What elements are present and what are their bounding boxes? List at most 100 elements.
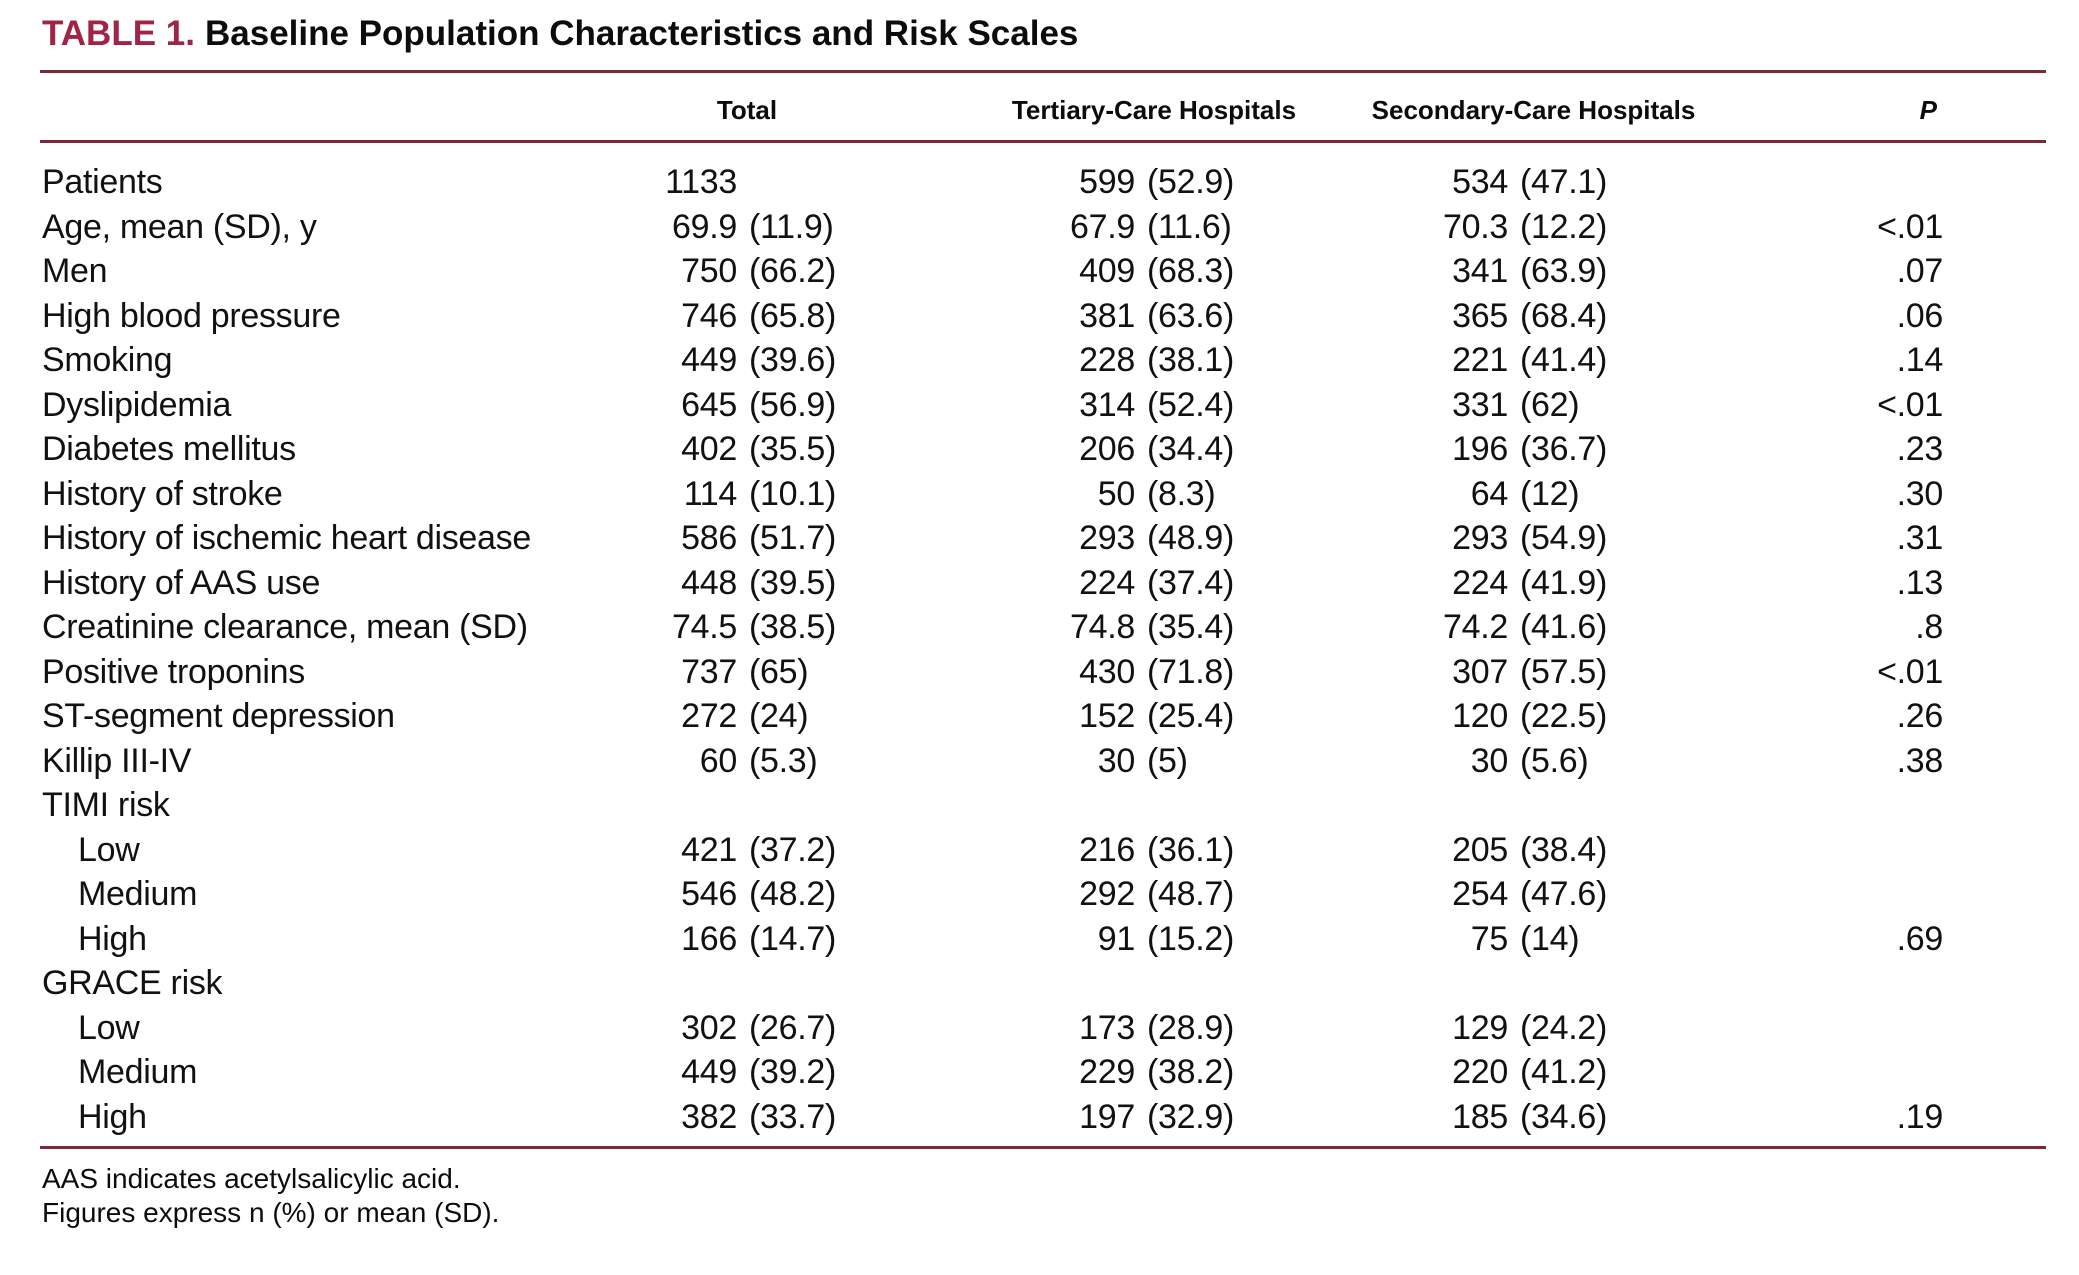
cell-secondary-pct: (68.4): [1520, 296, 1608, 335]
table-footnotes: AAS indicates acetylsalicylic acid. Figu…: [42, 1162, 499, 1230]
cell-total-n: 448: [681, 563, 737, 602]
cell-total-n: 1133: [665, 163, 737, 201]
cell-secondary-pct: [1508, 783, 1618, 828]
cell-tertiary-n: 50: [1097, 474, 1136, 513]
cell-secondary-pct: (41.6): [1520, 608, 1608, 646]
table-row: Low 421 (37.2) 216 (36.1) 205 (38.4): [42, 828, 2046, 873]
cell-p-value: .07: [1896, 252, 1944, 290]
row-label: Diabetes mellitus: [42, 430, 296, 468]
row-label: High blood pressure: [42, 296, 341, 335]
cell-tertiary-n: 430: [1079, 652, 1135, 691]
cell-tertiary-pct: (68.3): [1147, 252, 1235, 290]
cell-p-value: .69: [1896, 919, 1944, 958]
cell-p-value: [1618, 1006, 2046, 1051]
cell-p-value: [1618, 961, 2046, 1006]
cell-total-pct: (10.1): [749, 474, 837, 513]
cell-total-pct: (56.9): [749, 385, 837, 424]
cell-total-pct: (65): [749, 652, 809, 691]
cell-tertiary-pct: (48.9): [1147, 519, 1235, 557]
cell-total-pct: (35.5): [749, 430, 837, 468]
cell-tertiary-n: 197: [1079, 1097, 1135, 1136]
row-label: GRACE risk: [42, 964, 223, 1002]
cell-tertiary-pct: (11.6): [1147, 207, 1232, 246]
cell-p-value: .26: [1896, 697, 1944, 735]
cell-secondary-n: 129: [1452, 1008, 1508, 1047]
cell-tertiary-n: 216: [1079, 830, 1135, 869]
cell-secondary-pct: (34.6): [1520, 1097, 1608, 1136]
table-row: Diabetes mellitus 402 (35.5) 206 (34.4) …: [42, 427, 2046, 472]
cell-tertiary-pct: (36.1): [1147, 830, 1235, 869]
row-label: High: [78, 919, 147, 958]
cell-tertiary-pct: (63.6): [1147, 296, 1235, 335]
cell-secondary-pct: (38.4): [1520, 830, 1608, 869]
cell-secondary-pct: (22.5): [1520, 697, 1608, 735]
cell-total-n: 302: [681, 1008, 737, 1047]
cell-tertiary-pct: (5): [1147, 741, 1188, 780]
cell-secondary-pct: (12): [1520, 474, 1580, 513]
footnote-units: Figures express n (%) or mean (SD).: [42, 1197, 500, 1228]
cell-p-value: .06: [1896, 296, 1944, 335]
cell-total-pct: (39.2): [749, 1053, 837, 1091]
cell-p-value: [1618, 1050, 2046, 1095]
cell-total-n: 272: [681, 697, 737, 735]
cell-tertiary-n: 228: [1079, 341, 1135, 379]
cell-total-n: 546: [681, 875, 737, 913]
cell-secondary-n: 185: [1452, 1097, 1508, 1136]
footnote-abbreviation: AAS indicates acetylsalicylic acid.: [42, 1163, 461, 1194]
cell-tertiary-n: 206: [1079, 430, 1135, 468]
table-row: High 166 (14.7) 91 (15.2) 75 (14) .69: [42, 917, 2046, 962]
cell-p-value: .13: [1896, 563, 1944, 602]
cell-tertiary-pct: (8.3): [1147, 474, 1216, 513]
cell-tertiary-pct: (37.4): [1147, 563, 1235, 602]
cell-total-pct: (37.2): [749, 830, 837, 869]
row-label: Medium: [78, 1053, 198, 1091]
cell-secondary-n: 74.2: [1443, 608, 1508, 646]
cell-total-pct: (24): [749, 697, 809, 735]
cell-total-pct: (11.9): [749, 207, 834, 246]
table-row: ST-segment depression 272 (24) 152 (25.4…: [42, 694, 2046, 739]
table-row: Killip III-IV 60 (5.3) 30 (5) 30 (5.6) .…: [42, 739, 2046, 784]
cell-p-value: .31: [1896, 519, 1944, 557]
cell-p-value: .8: [1915, 608, 1943, 646]
cell-secondary-n: 120: [1452, 697, 1508, 735]
table-number-label: TABLE 1.: [42, 14, 195, 53]
cell-total-n: 166: [681, 919, 737, 958]
header-rule: [40, 140, 2046, 143]
cell-secondary-n: 70.3: [1443, 207, 1508, 246]
cell-tertiary-n: 30: [1097, 741, 1136, 780]
cell-tertiary-pct: (52.9): [1147, 163, 1235, 201]
top-rule: [40, 70, 2046, 73]
table-row: Low 302 (26.7) 173 (28.9) 129 (24.2): [42, 1006, 2046, 1051]
cell-total-pct: (14.7): [749, 919, 837, 958]
row-label: Positive troponins: [42, 652, 305, 691]
cell-total-n: 382: [681, 1097, 737, 1136]
cell-secondary-pct: (62): [1520, 385, 1580, 424]
cell-tertiary-pct: (38.1): [1147, 341, 1235, 379]
cell-secondary-n: 196: [1452, 430, 1508, 468]
cell-secondary-pct: (47.6): [1520, 875, 1608, 913]
table-row: History of stroke 114 (10.1) 50 (8.3) 64…: [42, 472, 2046, 517]
row-label: Age, mean (SD), y: [42, 207, 317, 246]
cell-p-value: .30: [1896, 474, 1944, 513]
cell-secondary-n: 75: [1470, 919, 1509, 958]
cell-p-value: <.01: [1877, 652, 1943, 691]
cell-total-pct: (38.5): [749, 608, 837, 646]
row-label: TIMI risk: [42, 786, 170, 824]
cell-secondary-pct: (47.1): [1520, 163, 1608, 201]
cell-total-n: 750: [681, 252, 737, 290]
column-header-tertiary: Tertiary-Care Hospitals: [1011, 95, 1297, 125]
cell-tertiary-n: 293: [1079, 519, 1135, 557]
table-row: Medium 449 (39.2) 229 (38.2) 220 (41.2): [42, 1050, 2046, 1095]
bottom-rule: [40, 1146, 2046, 1149]
cell-total-n: 114: [683, 474, 738, 513]
table-row: History of AAS use 448 (39.5) 224 (37.4)…: [42, 561, 2046, 606]
table-row: History of ischemic heart disease 586 (5…: [42, 516, 2046, 561]
row-label: Low: [78, 1008, 140, 1047]
cell-secondary-n: 254: [1452, 875, 1508, 913]
cell-secondary-n: [1245, 783, 1508, 828]
cell-tertiary-pct: [1135, 783, 1245, 828]
table-row: TIMI risk: [42, 783, 2046, 828]
table-row: High 382 (33.7) 197 (32.9) 185 (34.6) .1…: [42, 1095, 2046, 1140]
cell-p-value: <.01: [1877, 207, 1943, 246]
